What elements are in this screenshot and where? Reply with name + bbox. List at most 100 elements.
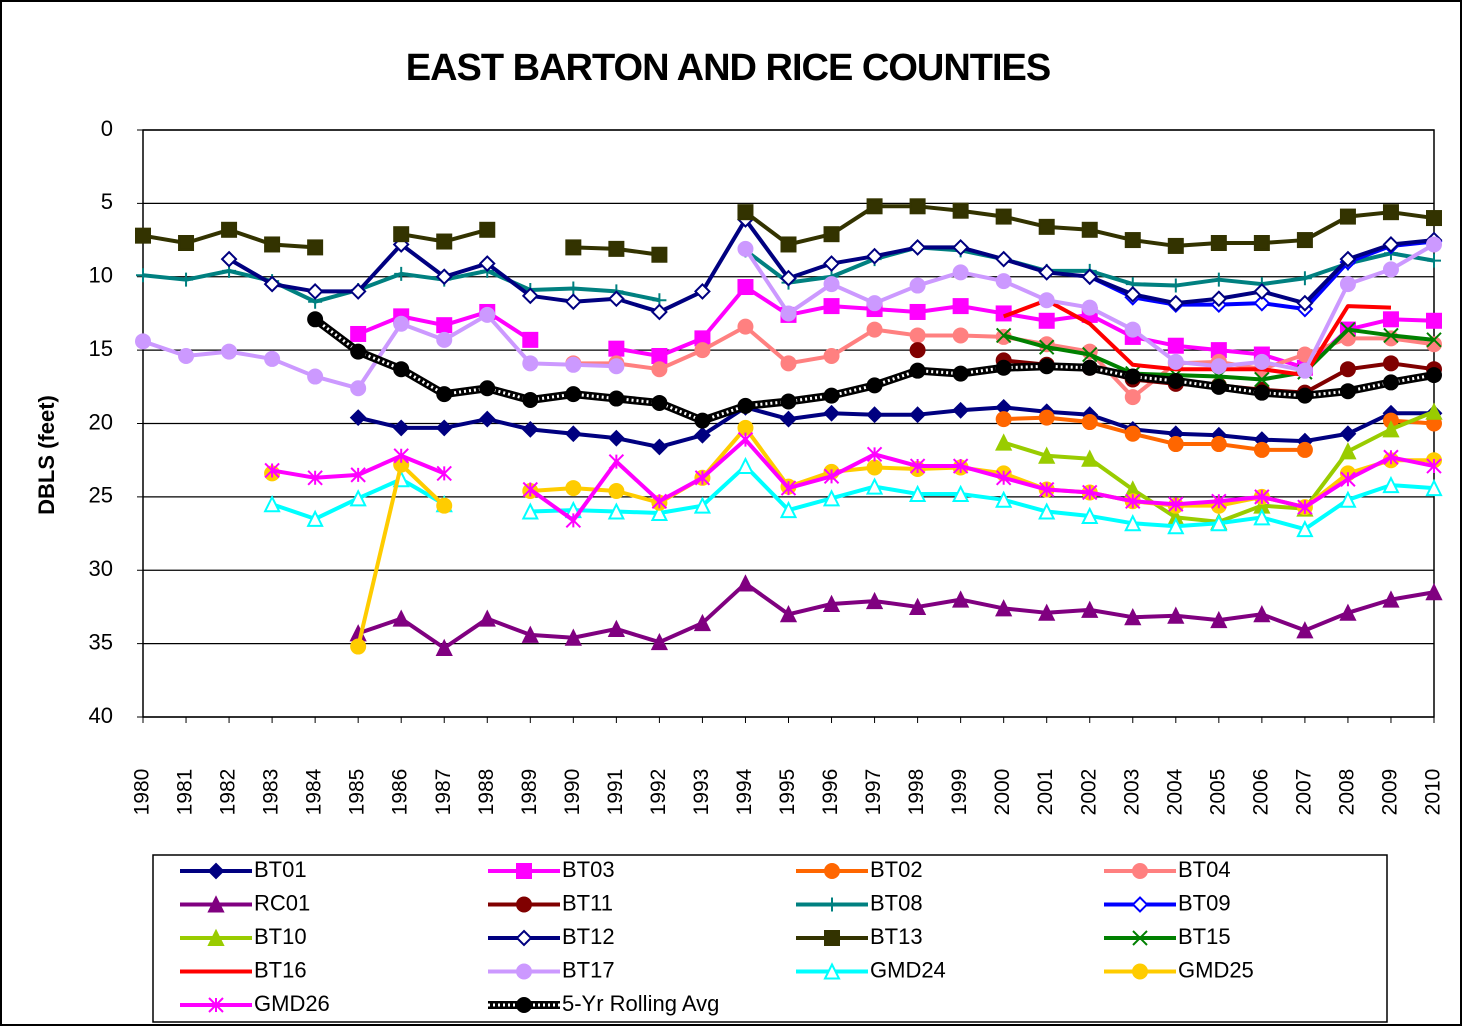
x-tick-label: 1981 (174, 769, 197, 816)
marker (1167, 436, 1184, 453)
marker (1425, 478, 1443, 497)
marker (306, 509, 324, 527)
marker (207, 928, 225, 946)
marker (178, 347, 195, 364)
marker (608, 240, 625, 257)
marker (908, 597, 927, 615)
marker (824, 930, 840, 946)
marker (1124, 425, 1141, 442)
marker (1253, 283, 1271, 300)
marker (995, 327, 1012, 344)
marker (1132, 963, 1148, 980)
marker (1124, 607, 1142, 626)
marker (737, 279, 754, 296)
marker (1210, 610, 1228, 629)
marker (1211, 272, 1226, 287)
y-tick-label: 0 (101, 116, 113, 141)
marker (780, 355, 797, 372)
marker (349, 409, 367, 427)
marker (1296, 294, 1314, 312)
marker (995, 599, 1013, 617)
legend-label: BT03 (562, 857, 615, 882)
marker (478, 410, 496, 428)
legend-label: BT11 (562, 890, 613, 915)
marker (479, 221, 496, 238)
marker (436, 497, 453, 514)
marker (780, 393, 797, 410)
marker (1081, 449, 1099, 467)
marker (436, 386, 453, 403)
marker (565, 356, 582, 373)
marker (651, 394, 668, 411)
x-tick-label: 1984 (303, 768, 326, 815)
marker (435, 638, 453, 657)
x-tick-label: 2002 (1077, 769, 1100, 816)
y-tick-label: 25 (89, 483, 113, 508)
marker (608, 340, 625, 357)
marker (1426, 312, 1442, 329)
marker (435, 268, 453, 286)
marker (566, 281, 581, 296)
marker (952, 458, 969, 474)
marker (866, 295, 883, 312)
marker (1382, 355, 1399, 372)
marker (650, 632, 669, 651)
marker (394, 266, 409, 281)
marker (823, 298, 840, 315)
marker (516, 863, 532, 879)
marker (866, 247, 883, 265)
x-tick-label: 1982 (217, 769, 240, 816)
marker (350, 467, 366, 483)
marker (522, 355, 539, 372)
marker (1210, 234, 1227, 251)
legend-label: GMD24 (870, 957, 946, 982)
marker (952, 238, 970, 256)
series-line (357, 581, 1435, 651)
x-tick-label: 1987 (432, 769, 455, 816)
marker (865, 477, 884, 495)
marker (264, 236, 281, 253)
marker (607, 429, 625, 447)
marker (650, 303, 668, 321)
marker (694, 412, 711, 429)
marker (1339, 603, 1357, 621)
marker (307, 239, 324, 256)
marker (393, 448, 409, 464)
marker (393, 361, 410, 378)
marker (694, 342, 711, 359)
marker (1038, 292, 1055, 309)
marker (1167, 516, 1185, 535)
marker (1382, 590, 1400, 608)
marker (607, 619, 625, 637)
marker (263, 494, 281, 513)
marker (1081, 359, 1098, 376)
marker (737, 240, 754, 257)
marker (1253, 441, 1270, 458)
marker (1081, 600, 1099, 618)
marker (1254, 489, 1270, 505)
marker (135, 333, 151, 350)
marker (220, 250, 238, 268)
x-tick-label: 2000 (991, 769, 1014, 816)
x-tick-label: 2006 (1249, 769, 1272, 816)
marker (478, 255, 496, 272)
marker (521, 502, 539, 520)
x-tick-label: 2008 (1335, 769, 1358, 816)
marker (1167, 337, 1184, 354)
marker (866, 406, 883, 424)
marker (1124, 321, 1141, 338)
y-tick-label: 35 (89, 629, 113, 654)
legend-label: BT10 (254, 924, 307, 949)
marker (1426, 332, 1442, 348)
marker (824, 863, 840, 879)
marker (780, 410, 797, 428)
marker (1038, 481, 1055, 498)
marker (823, 404, 840, 422)
marker (693, 496, 712, 514)
marker (607, 502, 625, 520)
marker (564, 425, 582, 443)
marker (908, 484, 927, 502)
marker (1038, 446, 1056, 464)
marker (522, 392, 539, 409)
marker (1038, 218, 1055, 235)
